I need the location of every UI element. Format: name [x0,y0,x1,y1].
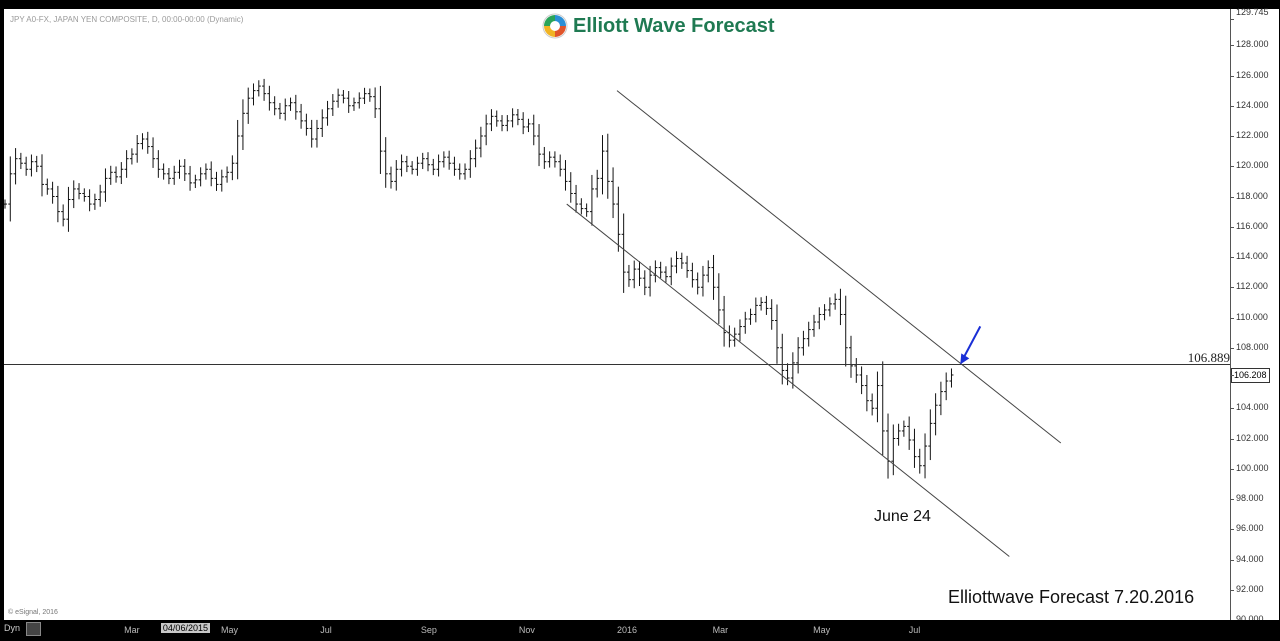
logo-icon [542,13,568,39]
x-tick-label: Nov [518,625,535,635]
x-tick-label: Mar [712,625,729,635]
y-tick-label: 98.000 [1236,493,1264,503]
time-axis[interactable]: Dyn Mar 04/06/2015 May Jul Sep Nov 2016 Mar May J… [0,620,1280,641]
y-tick-mark [1231,374,1234,376]
cursor-date-box: 04/06/2015 [160,623,210,633]
y-tick-label: 100.000 [1236,462,1269,473]
blue-arrow-head-icon [960,353,970,365]
brand-name: Elliott Wave Forecast [573,14,775,37]
x-tick-label: Sep [420,625,437,635]
x-tick-label: May [813,625,831,635]
y-tick-mark [1231,18,1234,20]
y-tick-mark [1231,438,1234,440]
y-tick-label: 114.000 [1236,251,1268,261]
y-tick-mark [1231,317,1234,319]
y-tick-label: 96.000 [1236,523,1264,534]
y-tick-mark [1231,45,1234,47]
y-tick-mark [1231,105,1234,107]
pointer-icon[interactable] [26,622,41,636]
y-tick-label: 94.000 [1236,553,1264,564]
y-tick-mark [1231,347,1234,349]
y-tick-label: 110.000 [1236,311,1268,322]
y-tick-mark [1231,589,1234,591]
y-tick-label: 108.000 [1236,341,1269,352]
watermark-text: Elliottwave Forecast 7.20.2016 [948,587,1195,607]
y-tick-label: 126.000 [1236,69,1269,80]
y-tick-mark [1231,257,1234,258]
y-tick-mark [1231,75,1234,77]
y-tick-mark [1231,226,1234,228]
x-tick-label: Mar [124,625,140,635]
y-tick-mark [1231,166,1234,168]
blue-arrow-icon [962,325,982,359]
brand-logo: Elliott Wave Forecast [542,11,775,41]
y-tick-label: 112.000 [1236,281,1268,292]
channel-lower-line [566,203,1010,557]
copyright-text: © eSignal, 2016 [8,609,58,616]
y-tick-label: 128.000 [1236,39,1269,50]
price-axis[interactable]: 129.745 128.000 126.000 124.000 122.000 120.0… [1230,7,1279,624]
channel-upper-line [616,90,1062,444]
y-tick-mark [1231,287,1234,289]
y-tick-mark [1231,529,1234,531]
y-tick-label: 124.000 [1236,99,1269,110]
y-tick-mark [1231,499,1234,500]
instrument-label: JPY A0-FX, JAPAN YEN COMPOSITE, D, 00:00… [10,15,244,24]
y-tick-label: 129.745 [1236,7,1269,17]
y-tick-label: 122.000 [1236,130,1269,140]
y-tick-label: 116.000 [1236,220,1268,231]
y-tick-label: 102.000 [1236,432,1269,443]
y-tick-label: 118.000 [1236,190,1268,201]
y-tick-label: 92.000 [1236,583,1264,594]
y-tick-label: 104.000 [1236,402,1269,413]
horizontal-level-label: 106.889 [1187,349,1230,365]
x-tick-label: Jul [908,625,921,635]
y-tick-mark [1231,196,1234,198]
dyn-label[interactable]: Dyn [4,623,21,633]
x-tick-label: 2016 [617,625,638,635]
price-plot-area[interactable]: JPY A0-FX, JAPAN YEN COMPOSITE, D, 00:00… [4,9,1230,620]
y-tick-label: 120.000 [1236,160,1269,171]
y-tick-label: 90.000 [1236,614,1264,624]
low-annotation: June 24 [874,508,931,526]
y-tick-mark [1231,136,1234,137]
y-tick-mark [1231,468,1234,470]
last-price-tag: 106.208 [1231,367,1270,383]
x-tick-label: Jul [320,625,332,635]
x-tick-label: May [221,625,239,635]
price-chart [4,78,1230,557]
y-tick-mark [1231,408,1234,410]
y-tick-mark [1231,559,1234,561]
